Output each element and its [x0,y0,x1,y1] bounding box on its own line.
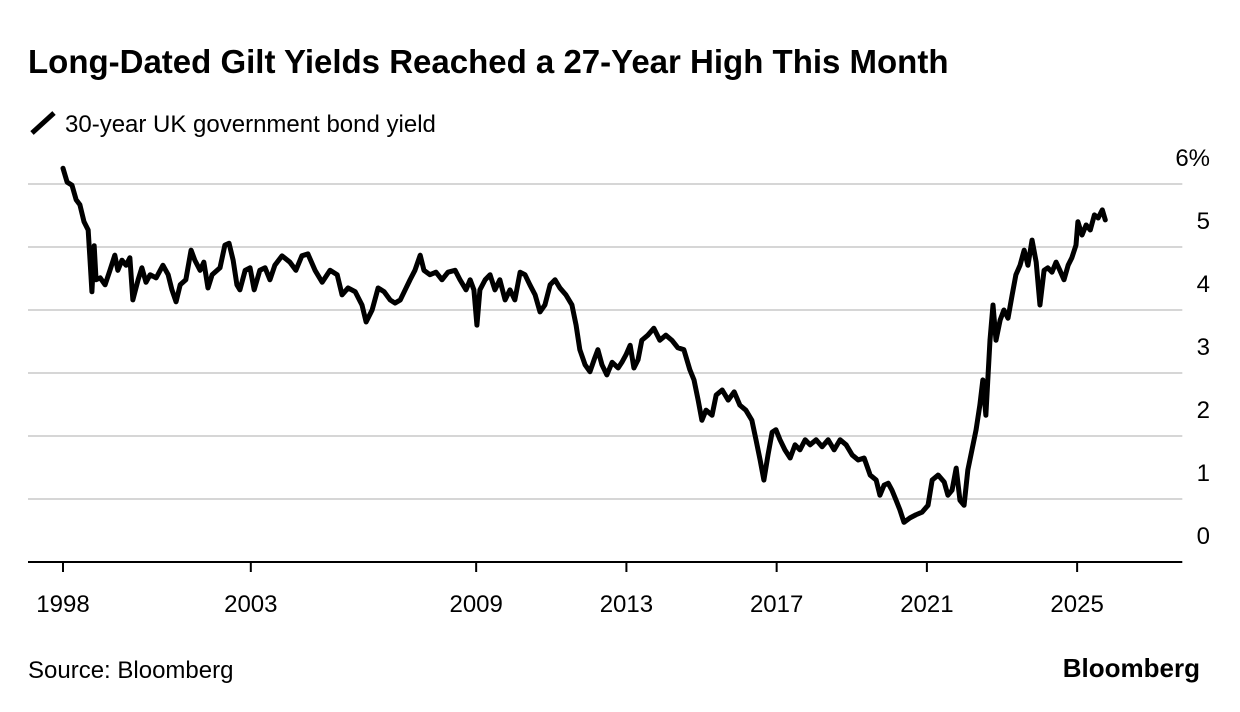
x-tick-label: 2009 [449,591,502,618]
x-tick-label: 2021 [900,591,953,618]
x-tick-label: 2017 [750,591,803,618]
x-tick-label: 2013 [600,591,653,618]
source: Source: Bloomberg [28,657,233,684]
chart-title: Long-Dated Gilt Yields Reached a 27-Year… [28,43,949,80]
y-tick-label: 1 [1197,460,1210,487]
line-series [60,165,1108,525]
brand: Bloomberg [1063,653,1200,683]
x-tick-label: 1998 [36,591,89,618]
y-tick-label: 2 [1197,397,1210,424]
x-tick-label: 2003 [224,591,277,618]
y-tick-label: 3 [1197,334,1210,361]
y-tick-label: 4 [1197,271,1210,298]
y-tick-label: 6% [1175,145,1210,172]
legend-label: 30-year UK government bond yield [65,111,436,138]
legend-swatch [30,111,56,135]
y-tick-label: 0 [1197,523,1210,550]
y-tick-label: 5 [1197,208,1210,235]
x-tick-label: 2025 [1050,591,1103,618]
